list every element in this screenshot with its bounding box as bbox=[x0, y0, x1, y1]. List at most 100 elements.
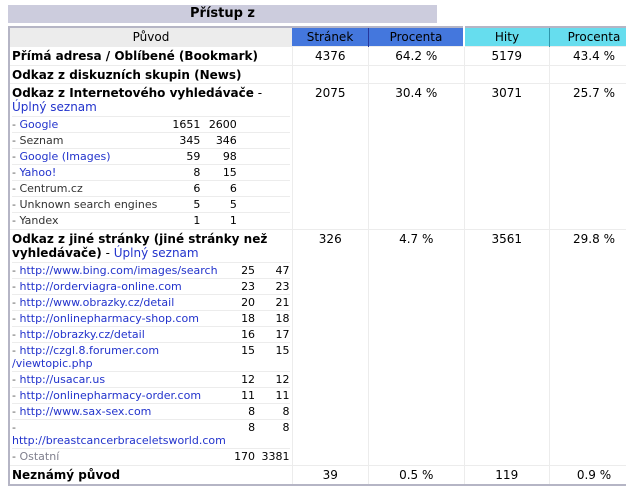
origin-cell: Neznámý původ bbox=[9, 465, 292, 485]
sub-hits-value: 3381 bbox=[255, 448, 290, 464]
list-dash: - bbox=[12, 150, 20, 163]
sub-filler-cell bbox=[236, 148, 290, 165]
hits-percent-cell: 0.9 % bbox=[549, 465, 626, 485]
sub-label-cell: - http://onlinepharmacy-shop.com bbox=[12, 310, 223, 327]
list-dash: - bbox=[12, 328, 20, 341]
referrer-link[interactable]: http://orderviagra-online.com bbox=[19, 280, 182, 293]
sub-pages-value: 25 bbox=[222, 262, 256, 279]
pages-percent-cell: 64.2 % bbox=[368, 46, 464, 66]
sub-label-cell: - http://obrazky.cz/detail bbox=[12, 326, 223, 343]
sub-hits-value: 8 bbox=[255, 419, 290, 449]
origin-cell: Odkaz z jiné stránky (jiné stránky než v… bbox=[9, 229, 292, 466]
origin-cell: Přímá adresa / Oblíbené (Bookmark) bbox=[9, 46, 292, 66]
sub-hits-value: 17 bbox=[255, 326, 290, 343]
referrer-link[interactable]: http://www.sax-sex.com bbox=[19, 405, 152, 418]
title-separator: - bbox=[253, 86, 263, 100]
sub-hits-value: 21 bbox=[255, 294, 290, 311]
sub-label-cell: - Seznam bbox=[12, 132, 166, 149]
list-dash: - bbox=[12, 373, 20, 386]
sub-label: Seznam bbox=[19, 134, 64, 147]
sub-label-cell: - http://onlinepharmacy-order.com bbox=[12, 387, 223, 404]
engine-row: - Yandex 1 1 bbox=[12, 212, 290, 228]
sub-pages-value: 170 bbox=[222, 448, 256, 464]
sub-label-cell: - Google (Images) bbox=[12, 148, 166, 165]
referrer-row: - http://usacar.us 12 12 bbox=[12, 371, 290, 388]
referrer-link[interactable]: http://onlinepharmacy-shop.com bbox=[19, 312, 199, 325]
sub-hits-value: 346 bbox=[200, 132, 237, 149]
pages-cell: 2075 bbox=[291, 83, 369, 230]
table-header-row: Původ Stránek Procenta Hity Procenta bbox=[9, 27, 626, 47]
referrer-link[interactable]: http://czgl.8.forumer.com/viewtopic.php bbox=[12, 344, 160, 370]
row-title: Odkaz z diskuzních skupin (News) bbox=[12, 68, 242, 82]
hits-cell: 5179 bbox=[463, 46, 550, 66]
sub-hits-value: 6 bbox=[200, 180, 237, 197]
table-row: Neznámý původ 39 0.5 % 119 0.9 % bbox=[9, 465, 626, 485]
hits-cell: 3071 bbox=[463, 83, 550, 230]
row-title: Přímá adresa / Oblíbené (Bookmark) bbox=[12, 49, 259, 63]
pages-percent-cell bbox=[368, 65, 464, 84]
sub-hits-value: 11 bbox=[255, 387, 290, 404]
sub-label-cell: - http://www.sax-sex.com bbox=[12, 403, 223, 420]
referrer-row: - http://orderviagra-online.com 23 23 bbox=[12, 278, 290, 295]
sub-label-cell: - Unknown search engines bbox=[12, 196, 166, 213]
referrer-link[interactable]: http://www.bing.com/images/search bbox=[19, 264, 218, 277]
list-dash: - bbox=[12, 214, 20, 227]
sub-hits-value: 15 bbox=[200, 164, 237, 181]
referrer-link[interactable]: http://onlinepharmacy-order.com bbox=[19, 389, 202, 402]
engine-link[interactable]: Yahoo! bbox=[19, 166, 57, 179]
referrer-link[interactable]: http://usacar.us bbox=[19, 373, 106, 386]
row-title-line: Odkaz z diskuzních skupin (News) bbox=[12, 68, 290, 82]
row-title: Odkaz z Internetového vyhledávače bbox=[12, 86, 254, 100]
sub-hits-value: 47 bbox=[255, 262, 290, 279]
sub-pages-value: 15 bbox=[222, 342, 256, 372]
referrer-row: - http://onlinepharmacy-shop.com 18 18 bbox=[12, 310, 290, 327]
sub-label-cell: - Centrum.cz bbox=[12, 180, 166, 197]
sub-filler-cell bbox=[236, 180, 290, 197]
row-title: Odkaz z jiné stránky (jiné stránky než v… bbox=[12, 232, 268, 260]
hits-percent-cell: 43.4 % bbox=[549, 46, 626, 66]
sub-label: Centrum.cz bbox=[19, 182, 83, 195]
sub-filler-cell bbox=[236, 196, 290, 213]
sub-pages-value: 5 bbox=[165, 196, 201, 213]
row-title-line: Odkaz z Internetového vyhledávače - Úpln… bbox=[12, 86, 290, 114]
sub-filler-cell bbox=[236, 132, 290, 149]
full-list-link[interactable]: Úplný seznam bbox=[113, 246, 199, 260]
title-separator: - bbox=[101, 246, 114, 260]
table-row: Odkaz z Internetového vyhledávače - Úpln… bbox=[9, 83, 626, 230]
sub-label-cell: - http://usacar.us bbox=[12, 371, 223, 388]
list-dash: - bbox=[12, 421, 16, 434]
list-dash: - bbox=[12, 280, 20, 293]
sub-label-cell: - http://www.bing.com/images/search bbox=[12, 262, 223, 279]
engine-link[interactable]: Google bbox=[19, 118, 59, 131]
sub-hits-value: 15 bbox=[255, 342, 290, 372]
pages-percent-cell: 0.5 % bbox=[368, 465, 464, 485]
sub-hits-value: 5 bbox=[200, 196, 237, 213]
list-dash: - bbox=[12, 118, 20, 131]
pages-cell: 39 bbox=[291, 465, 369, 485]
list-dash: - bbox=[12, 405, 20, 418]
sub-label-cell: - http://www.obrazky.cz/detail bbox=[12, 294, 223, 311]
engine-link[interactable]: Google (Images) bbox=[19, 150, 111, 163]
origin-cell: Odkaz z Internetového vyhledávače - Úpln… bbox=[9, 83, 292, 230]
referrer-link[interactable]: http://breastcancerbraceletsworld.com bbox=[12, 434, 226, 447]
sub-label-cell: - http://orderviagra-online.com bbox=[12, 278, 223, 295]
referrer-link[interactable]: http://www.obrazky.cz/detail bbox=[19, 296, 175, 309]
sub-pages-value: 1 bbox=[165, 212, 201, 228]
engine-row: - Google (Images) 59 98 bbox=[12, 148, 290, 165]
pages-cell bbox=[291, 65, 369, 84]
sub-pages-value: 12 bbox=[222, 371, 256, 388]
referrer-link[interactable]: http://obrazky.cz/detail bbox=[19, 328, 145, 341]
engine-row: - Google 1651 2600 bbox=[12, 116, 290, 133]
referrer-row: - http://breastcancerbraceletsworld.com 8… bbox=[12, 419, 290, 449]
sub-label-cell: - Yahoo! bbox=[12, 164, 166, 181]
col-header-hits-percent: Procenta bbox=[549, 27, 626, 47]
engine-row: - Yahoo! 8 15 bbox=[12, 164, 290, 181]
hits-percent-cell bbox=[549, 65, 626, 84]
pages-cell: 4376 bbox=[291, 46, 369, 66]
sub-pages-value: 345 bbox=[165, 132, 201, 149]
list-dash: - bbox=[12, 264, 20, 277]
origin-cell: Odkaz z diskuzních skupin (News) bbox=[9, 65, 292, 84]
full-list-link[interactable]: Úplný seznam bbox=[12, 100, 97, 114]
pages-percent-cell: 4.7 % bbox=[368, 229, 464, 466]
referrer-row: - http://czgl.8.forumer.com/viewtopic.ph… bbox=[12, 342, 290, 372]
